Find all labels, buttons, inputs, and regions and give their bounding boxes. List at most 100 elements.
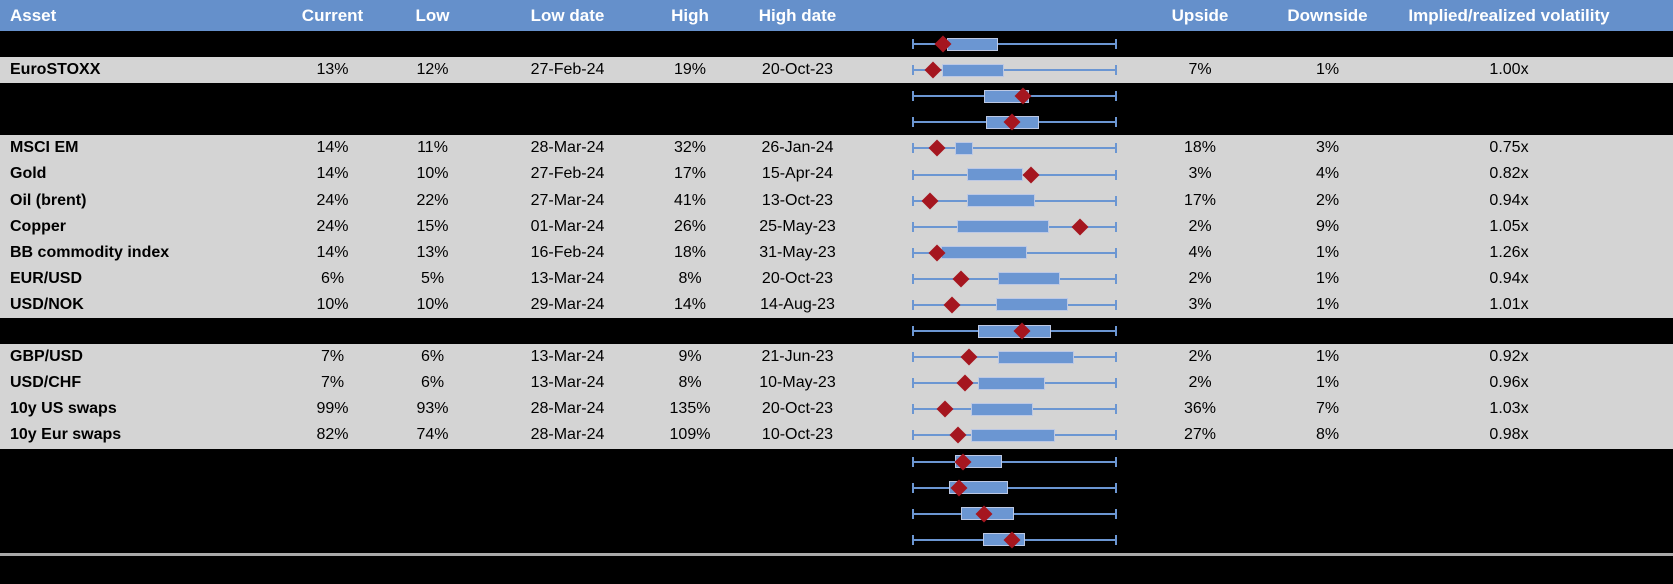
downside-cell: 4%	[1315, 165, 1340, 183]
high-cell: 26%	[673, 217, 707, 235]
table-row: Oil (brent) 24% 22% 27-Mar-24 41% 13-Oct…	[0, 187, 1673, 214]
upside-cell: 2%	[1188, 217, 1212, 235]
volatility-range-boxplot	[912, 57, 1117, 83]
boxplot-min-tick	[912, 378, 914, 389]
implied-realized-volatility-cell	[1400, 109, 1673, 135]
table-body: EuroSTOXX 13% 12% 27-Feb-24 19% 20-Oct-2…	[0, 31, 1673, 553]
volatility-range-boxplot	[912, 396, 1117, 422]
current-level-diamond-marker	[1022, 166, 1040, 184]
boxplot-cell	[870, 475, 1145, 501]
low-date-cell: 27-Feb-24	[530, 165, 605, 183]
table-row	[0, 109, 1673, 136]
boxplot-min-tick	[912, 352, 914, 363]
low-cell	[385, 475, 480, 501]
column-header-upside: Upside	[1171, 6, 1229, 25]
volatility-range-boxplot	[912, 422, 1117, 448]
downside-cell	[1255, 83, 1400, 109]
low-cell	[385, 109, 480, 135]
implied-realized-volatility-cell	[1400, 475, 1673, 501]
current-cell	[280, 109, 385, 135]
implied-realized-volatility-cell: 0.94x	[1489, 191, 1529, 209]
downside-cell: 1%	[1315, 269, 1340, 287]
boxplot-cell	[870, 31, 1145, 57]
current-level-diamond-marker	[943, 296, 961, 314]
table-row: MSCI EM 14% 11% 28-Mar-24 32% 26-Jan-24 …	[0, 135, 1673, 162]
boxplot-box	[941, 63, 1005, 77]
boxplot-box	[998, 350, 1074, 364]
boxplot-min-tick	[912, 299, 914, 310]
low-cell: 22%	[416, 191, 449, 209]
volatility-range-boxplot	[912, 292, 1117, 318]
low-date-cell: 13-Mar-24	[530, 374, 605, 392]
boxplot-min-tick	[912, 508, 914, 519]
volatility-range-boxplot	[912, 501, 1117, 527]
volatility-range-boxplot	[912, 214, 1117, 240]
low-date-cell: 13-Mar-24	[530, 348, 605, 366]
boxplot-min-tick	[912, 91, 914, 102]
implied-realized-volatility-cell: 0.75x	[1489, 139, 1529, 157]
high-cell: 17%	[673, 165, 707, 183]
asset-name-cell: Copper	[10, 217, 66, 235]
table-row: USD/CHF 7% 6% 13-Mar-24 8% 10-May-23 2% …	[0, 370, 1673, 397]
current-cell: 13%	[316, 61, 349, 79]
high-date-cell	[725, 109, 870, 135]
high-date-cell	[725, 527, 870, 553]
boxplot-max-tick	[1115, 326, 1117, 337]
table-row	[0, 500, 1673, 527]
boxplot-min-tick	[912, 326, 914, 337]
boxplot-whisker-line	[912, 69, 1117, 72]
boxplot-max-tick	[1115, 508, 1117, 519]
boxplot-cell	[870, 188, 1145, 214]
current-cell: 6%	[320, 269, 345, 287]
downside-cell: 1%	[1315, 348, 1340, 366]
boxplot-max-tick	[1115, 65, 1117, 76]
asset-name-cell: MSCI EM	[10, 139, 79, 157]
high-cell: 14%	[673, 295, 707, 313]
high-cell: 135%	[669, 400, 711, 418]
boxplot-cell	[870, 57, 1145, 83]
downside-cell	[1255, 449, 1400, 475]
low-cell: 74%	[416, 426, 449, 444]
upside-cell: 17%	[1183, 191, 1217, 209]
table-row: EUR/USD 6% 5% 13-Mar-24 8% 20-Oct-23 2% …	[0, 265, 1673, 292]
volatility-range-boxplot	[912, 266, 1117, 292]
volatility-range-boxplot	[912, 475, 1117, 501]
high-cell: 32%	[673, 139, 707, 157]
volatility-range-boxplot	[912, 240, 1117, 266]
low-cell	[385, 318, 480, 344]
current-level-diamond-marker	[924, 61, 941, 79]
low-cell: 6%	[420, 348, 445, 366]
current-cell	[280, 83, 385, 109]
high-date-cell: 13-Oct-23	[761, 191, 834, 209]
high-date-cell: 20-Oct-23	[761, 61, 834, 79]
downside-cell	[1255, 318, 1400, 344]
upside-cell: 4%	[1188, 243, 1212, 261]
table-row: Copper 24% 15% 01-Mar-24 26% 25-May-23 2…	[0, 213, 1673, 240]
current-cell: 14%	[316, 165, 349, 183]
implied-realized-volatility-cell: 1.01x	[1489, 295, 1529, 313]
column-header-low-date: Low date	[530, 6, 605, 25]
high-date-cell	[725, 475, 870, 501]
implied-realized-volatility-cell: 1.03x	[1489, 400, 1529, 418]
downside-cell	[1255, 475, 1400, 501]
asset-name-cell	[0, 83, 280, 109]
low-date-cell: 13-Mar-24	[530, 269, 605, 287]
table-row: 10y Eur swaps 82% 74% 28-Mar-24 109% 10-…	[0, 422, 1673, 449]
table-row	[0, 318, 1673, 345]
upside-cell: 3%	[1188, 295, 1212, 313]
high-cell	[655, 501, 725, 527]
low-date-cell	[480, 109, 655, 135]
table-header-row: Asset Current Low Low date High High dat…	[0, 0, 1673, 31]
boxplot-min-tick	[912, 65, 914, 76]
boxplot-whisker-line	[912, 43, 1117, 46]
boxplot-min-tick	[912, 117, 914, 128]
low-cell	[385, 31, 480, 57]
boxplot-box	[967, 194, 1035, 208]
boxplot-max-tick	[1115, 195, 1117, 206]
asset-name-cell: Oil (brent)	[10, 191, 87, 209]
boxplot-max-tick	[1115, 273, 1117, 284]
downside-cell: 1%	[1315, 295, 1340, 313]
low-cell: 5%	[420, 269, 445, 287]
column-header-asset: Asset	[10, 6, 57, 25]
table-row	[0, 31, 1673, 58]
